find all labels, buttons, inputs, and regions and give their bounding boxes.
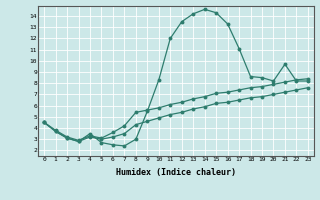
X-axis label: Humidex (Indice chaleur): Humidex (Indice chaleur) (116, 168, 236, 177)
